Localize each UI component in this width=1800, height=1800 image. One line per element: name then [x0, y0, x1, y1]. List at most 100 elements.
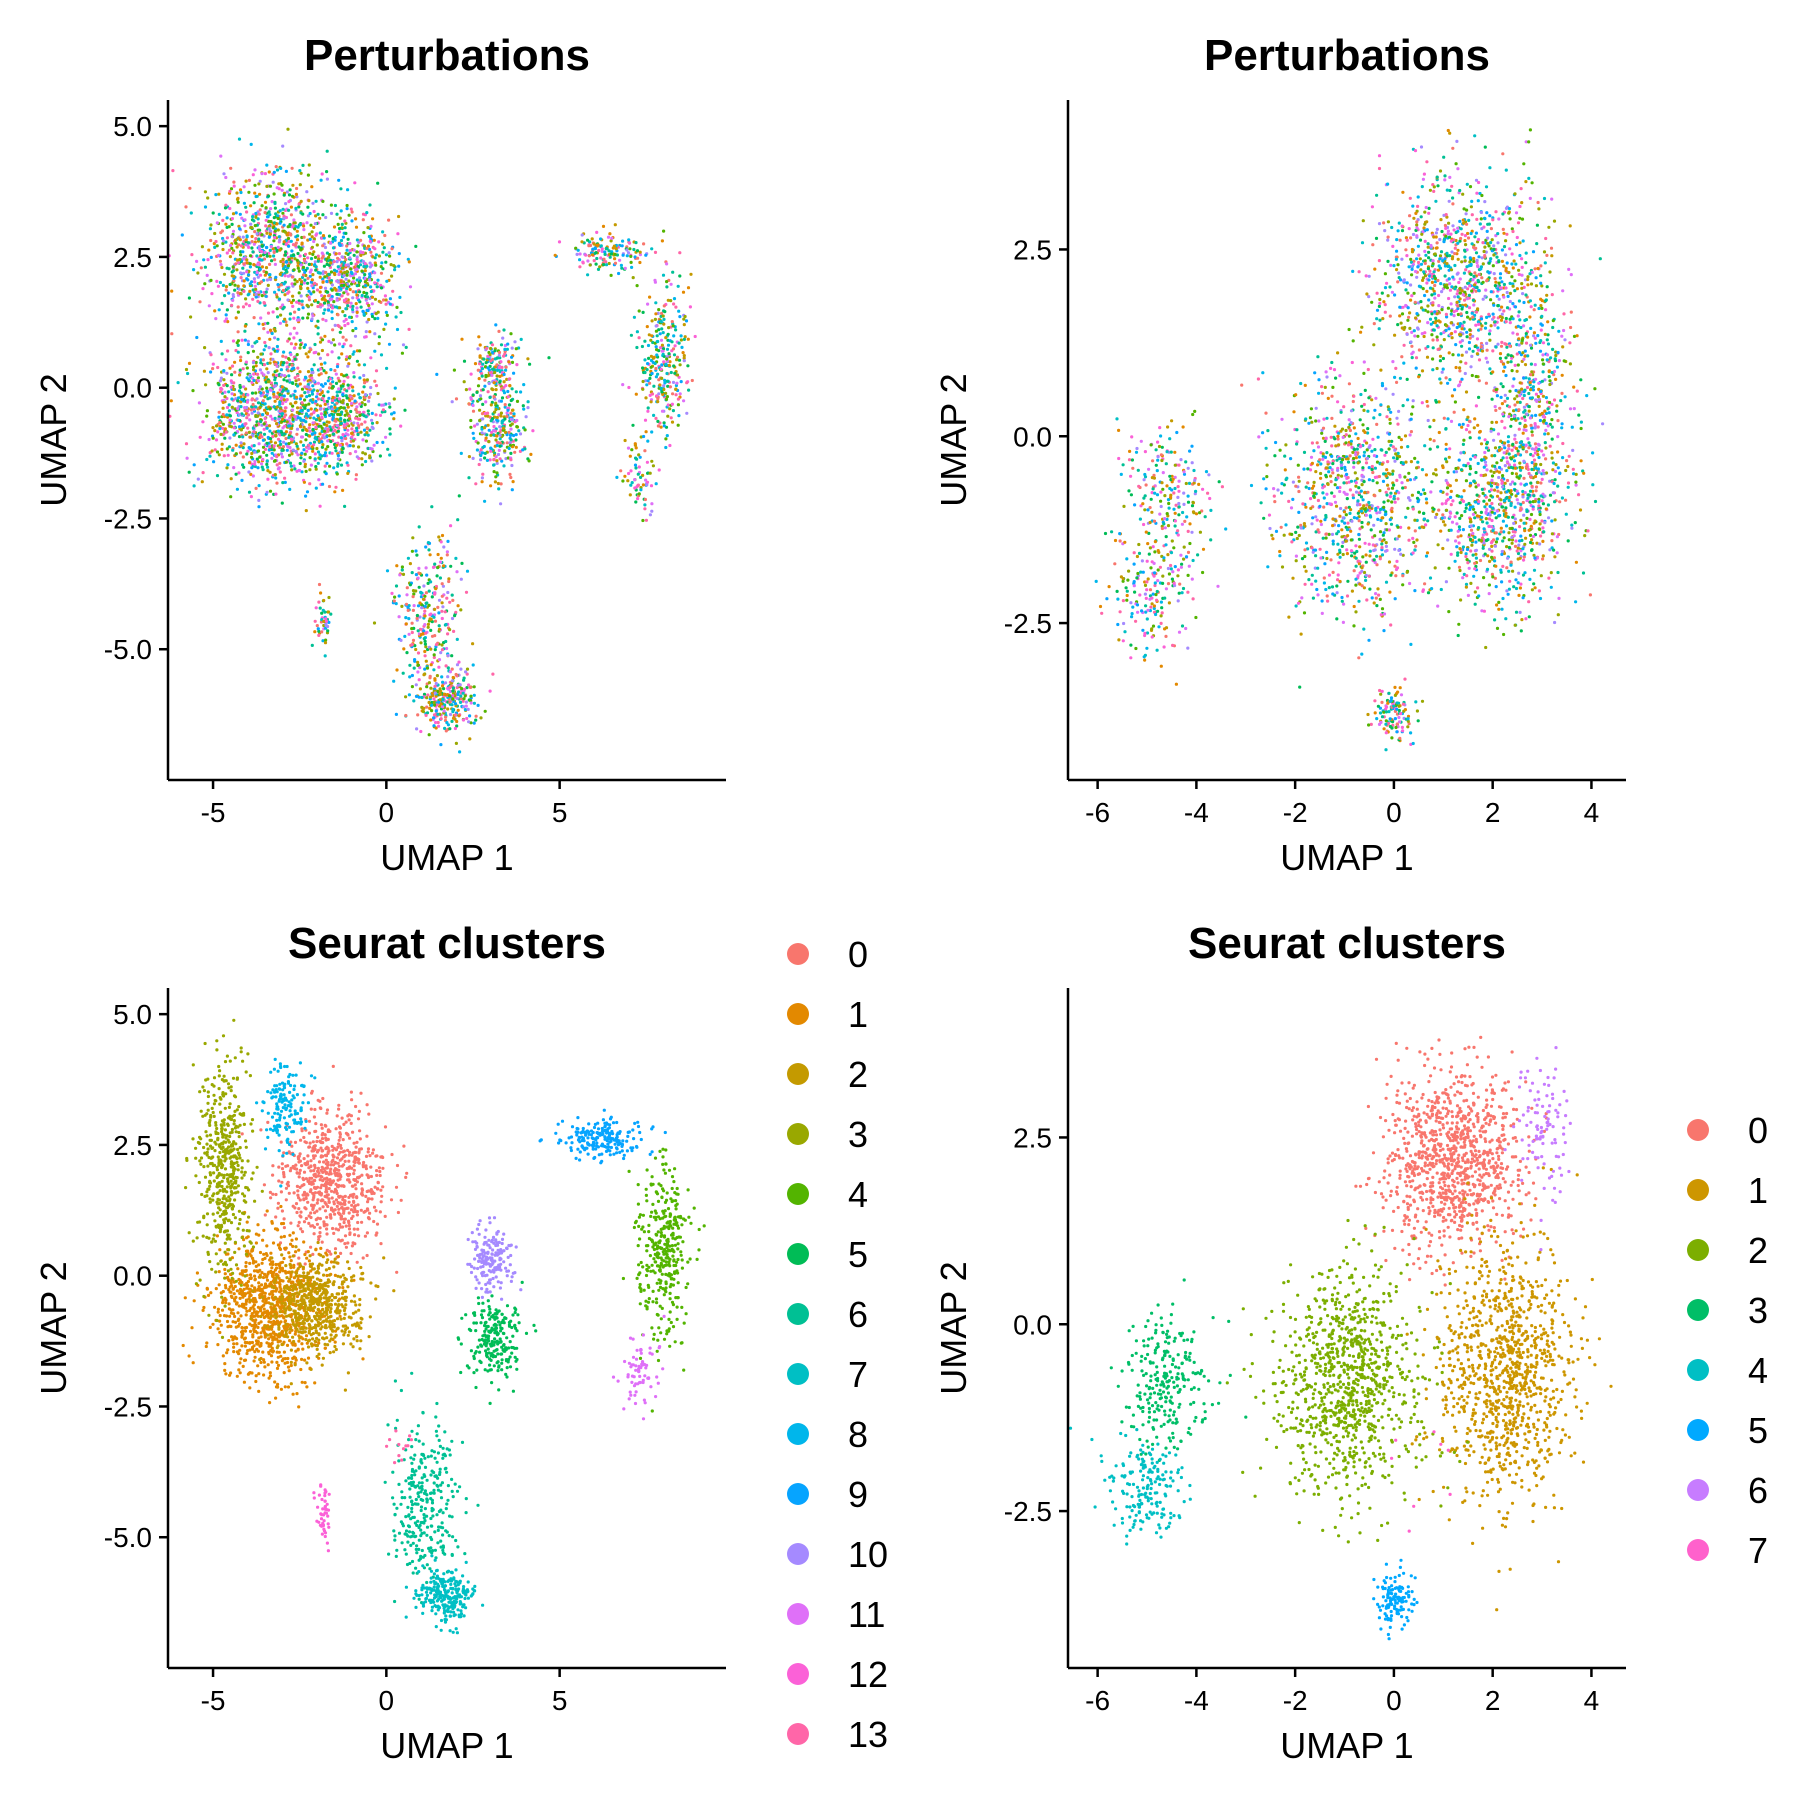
data-point [332, 268, 337, 272]
data-point [203, 205, 208, 209]
data-point [256, 379, 260, 383]
data-point [290, 413, 294, 417]
data-point [342, 379, 346, 383]
data-point [510, 346, 514, 350]
data-point [256, 411, 260, 415]
data-point [664, 397, 669, 401]
data-point [1375, 317, 1379, 321]
data-point [492, 381, 496, 385]
data-point [432, 615, 436, 619]
data-point [219, 339, 223, 343]
data-point [318, 216, 322, 220]
data-point [286, 369, 290, 373]
data-point [336, 457, 340, 461]
data-point [374, 413, 378, 417]
data-point [230, 222, 234, 226]
data-point [656, 397, 660, 401]
data-point [235, 341, 239, 345]
data-point [674, 328, 678, 332]
data-point [263, 340, 267, 345]
data-point [1415, 223, 1419, 227]
data-point [228, 414, 232, 418]
data-point [187, 361, 192, 365]
data-point [328, 413, 332, 417]
data-point [316, 326, 320, 330]
data-point [1384, 387, 1388, 391]
data-point [1439, 282, 1443, 286]
data-point [234, 348, 238, 353]
data-point [394, 712, 398, 717]
data-point [264, 344, 268, 348]
data-point [304, 469, 308, 473]
data-point [245, 261, 249, 265]
data-point [246, 426, 250, 430]
data-point [504, 365, 508, 369]
data-point [650, 502, 654, 506]
data-point [493, 480, 497, 484]
data-point [300, 401, 304, 405]
data-point [346, 237, 350, 241]
data-point [386, 447, 390, 451]
data-point [220, 265, 224, 270]
data-point [1470, 213, 1474, 217]
data-point [320, 611, 324, 615]
data-point [316, 627, 320, 631]
data-point [320, 172, 324, 176]
data-point [297, 307, 301, 311]
data-point [306, 370, 311, 374]
data-point [286, 264, 291, 268]
data-point [268, 262, 272, 266]
data-point [277, 235, 281, 239]
data-point [664, 445, 668, 450]
data-point [682, 337, 687, 341]
data-point [262, 432, 267, 436]
data-point [660, 343, 665, 347]
data-point [423, 609, 427, 613]
data-point [423, 654, 427, 658]
data-point [1488, 329, 1492, 333]
data-point [254, 215, 258, 219]
data-point [1446, 306, 1450, 310]
data-point [311, 421, 315, 425]
data-point [300, 435, 304, 439]
data-point [469, 396, 473, 400]
data-point [276, 429, 280, 433]
data-point [351, 385, 355, 389]
data-point [294, 224, 298, 229]
y-tick-label: -5.0 [104, 634, 152, 665]
data-point [326, 624, 330, 629]
data-point [350, 427, 354, 431]
data-point [344, 231, 348, 235]
data-point [326, 290, 330, 294]
data-point [477, 335, 481, 339]
data-point [248, 282, 252, 286]
data-point [318, 275, 322, 279]
data-point [331, 338, 335, 342]
data-point [349, 267, 353, 271]
data-point [297, 411, 301, 416]
data-point [416, 651, 421, 655]
data-point [217, 453, 221, 457]
data-point [660, 327, 664, 331]
data-point [674, 305, 678, 309]
data-point [346, 471, 350, 475]
data-point [272, 392, 276, 396]
data-point [314, 233, 318, 237]
data-point [618, 258, 622, 262]
data-point [526, 400, 530, 404]
data-point [231, 265, 235, 269]
data-point [264, 266, 269, 270]
data-point [454, 672, 458, 677]
data-point [1435, 335, 1439, 339]
data-point [487, 368, 491, 372]
data-point [286, 298, 290, 302]
data-point [373, 247, 377, 251]
data-point [335, 401, 339, 405]
data-point [258, 368, 262, 372]
data-point [265, 278, 269, 282]
data-point [333, 203, 337, 208]
data-point [286, 286, 290, 290]
data-point [433, 703, 437, 707]
data-point [259, 254, 263, 258]
data-point [252, 201, 256, 205]
